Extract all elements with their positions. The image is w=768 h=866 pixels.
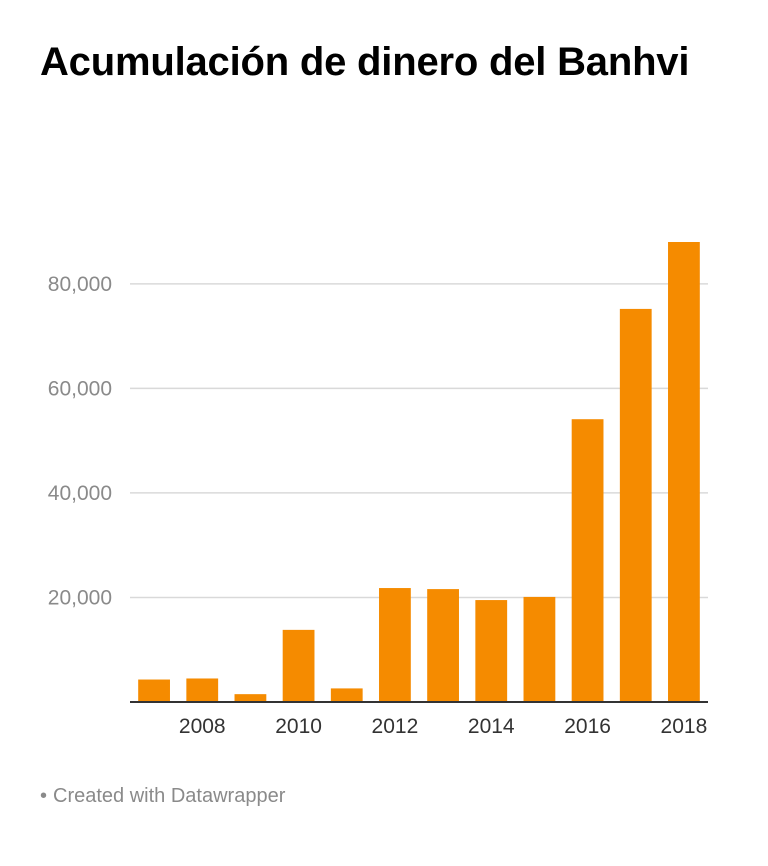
bar-2008	[186, 678, 219, 702]
x-tick-label: 2018	[661, 715, 708, 738]
gridlines	[130, 283, 708, 599]
y-axis-labels: 20,000 40,000 60,000 80,000	[48, 273, 112, 610]
y-tick-label: 60,000	[48, 377, 112, 400]
bars	[138, 242, 700, 702]
chart-title: Acumulación de dinero del Banhvi	[40, 40, 690, 84]
bar-2009	[234, 694, 267, 702]
credit-footer: • Created with Datawrapper	[40, 785, 285, 808]
bar-2011	[330, 688, 363, 702]
bar-2010	[282, 629, 315, 702]
footer-bullet: •	[40, 785, 48, 807]
x-axis-labels: 2008 2010 2012 2014 2016 2018	[179, 715, 707, 738]
y-tick-label: 40,000	[48, 482, 112, 505]
bar-2015	[523, 596, 556, 702]
bar-2018	[668, 242, 700, 702]
bar-2012	[379, 588, 411, 702]
x-tick-label: 2008	[179, 715, 226, 738]
bar-2016	[571, 419, 604, 702]
y-tick-label: 80,000	[48, 273, 112, 296]
bar-2014	[475, 600, 508, 702]
x-tick-label: 2014	[468, 715, 515, 738]
bar-2013	[427, 589, 459, 702]
x-tick-label: 2012	[372, 715, 419, 738]
bar-2007	[138, 679, 170, 702]
footer-text[interactable]: Created with Datawrapper	[53, 785, 286, 807]
bar-2017	[619, 308, 652, 702]
x-tick-label: 2010	[275, 715, 322, 738]
x-tick-label: 2016	[564, 715, 611, 738]
y-tick-label: 20,000	[48, 586, 112, 609]
